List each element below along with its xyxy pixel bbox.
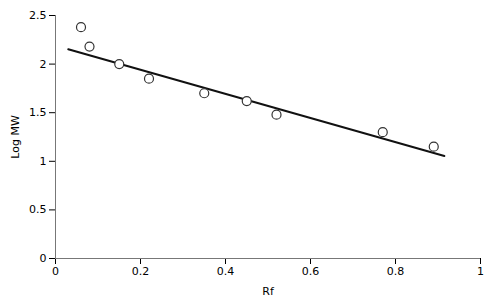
- svg-text:1: 1: [40, 155, 47, 168]
- svg-text:0.4: 0.4: [217, 265, 235, 278]
- svg-text:0.6: 0.6: [302, 265, 320, 278]
- svg-text:0: 0: [40, 252, 47, 265]
- svg-text:0.2: 0.2: [132, 265, 150, 278]
- svg-text:2: 2: [40, 58, 47, 71]
- svg-text:0: 0: [52, 265, 59, 278]
- svg-text:0.8: 0.8: [387, 265, 405, 278]
- svg-text:Log MW: Log MW: [9, 115, 22, 159]
- svg-text:Rf: Rf: [262, 285, 275, 298]
- svg-text:1.5: 1.5: [29, 106, 47, 119]
- svg-text:1: 1: [477, 265, 484, 278]
- svg-text:0.5: 0.5: [29, 203, 47, 216]
- svg-text:2.5: 2.5: [29, 9, 47, 22]
